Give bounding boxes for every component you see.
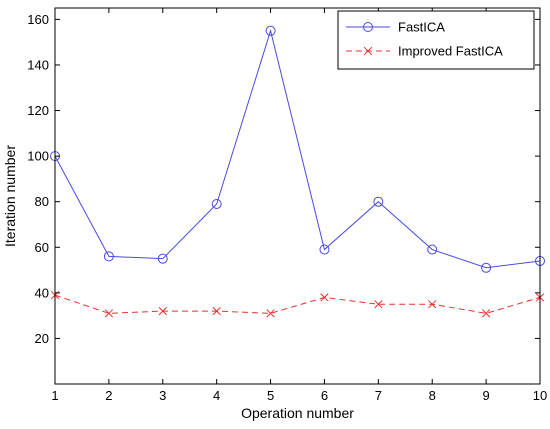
data-point-s2-4 xyxy=(212,306,221,316)
y-tick-label: 120 xyxy=(27,103,49,118)
data-point-s1-2 xyxy=(103,251,114,262)
axes: 1 2 3 4 5 6 7 8 9 10 20 40 60 80 100 120 140 160 xyxy=(27,7,547,403)
data-point-s1-9 xyxy=(481,262,492,273)
x-tick-label: 1 xyxy=(51,388,58,403)
data-point-s2-9 xyxy=(481,309,491,318)
data-point-s2-5 xyxy=(266,309,275,318)
x-tick-label: 10 xyxy=(533,388,547,403)
data-point-s2-2 xyxy=(104,309,114,318)
y-tick-label: 80 xyxy=(35,194,49,209)
y-tick-label: 100 xyxy=(27,149,49,164)
legend-label-1: FastICA xyxy=(398,20,445,35)
legend-box xyxy=(337,10,535,70)
x-tick-label: 5 xyxy=(267,388,274,403)
legend-marker-1 xyxy=(363,22,373,32)
data-point-s1-3 xyxy=(157,253,168,264)
y-axis-label: Iteration number xyxy=(2,145,18,247)
data-point-s2-3 xyxy=(158,306,167,316)
data-point-s2-7 xyxy=(374,300,383,309)
series-line-2 xyxy=(54,294,541,314)
series-line-1 xyxy=(54,28,541,269)
x-tick-label: 7 xyxy=(375,388,382,403)
data-point-s1-8 xyxy=(427,244,438,255)
data-point-s2-8 xyxy=(428,300,437,309)
legend-label-2: Improved FastICA xyxy=(398,44,503,59)
data-point-s1-7 xyxy=(373,196,384,207)
y-tick-label: 20 xyxy=(35,331,49,346)
x-tick-label: 6 xyxy=(321,388,328,403)
data-point-s1-4 xyxy=(211,198,222,209)
x-tick-label: 8 xyxy=(429,388,436,403)
data-point-s2-6 xyxy=(320,293,329,302)
x-axis-label: Operation number xyxy=(241,405,354,421)
data-point-s1-5 xyxy=(265,25,276,36)
legend: FastICA Improved FastICA xyxy=(337,10,535,70)
legend-marker-2 xyxy=(363,46,373,56)
x-tick-label: 4 xyxy=(213,388,220,403)
y-tick-label: 140 xyxy=(27,57,49,72)
x-tick-label: 3 xyxy=(159,388,166,403)
axes-box xyxy=(54,7,541,385)
plot-area xyxy=(50,25,545,318)
data-point-s1-6 xyxy=(319,244,330,255)
y-tick-label: 40 xyxy=(35,285,49,300)
x-tick-label: 2 xyxy=(105,388,112,403)
y-tick-label: 160 xyxy=(27,12,49,27)
y-tick-label: 60 xyxy=(35,240,49,255)
x-tick-label: 9 xyxy=(482,388,489,403)
